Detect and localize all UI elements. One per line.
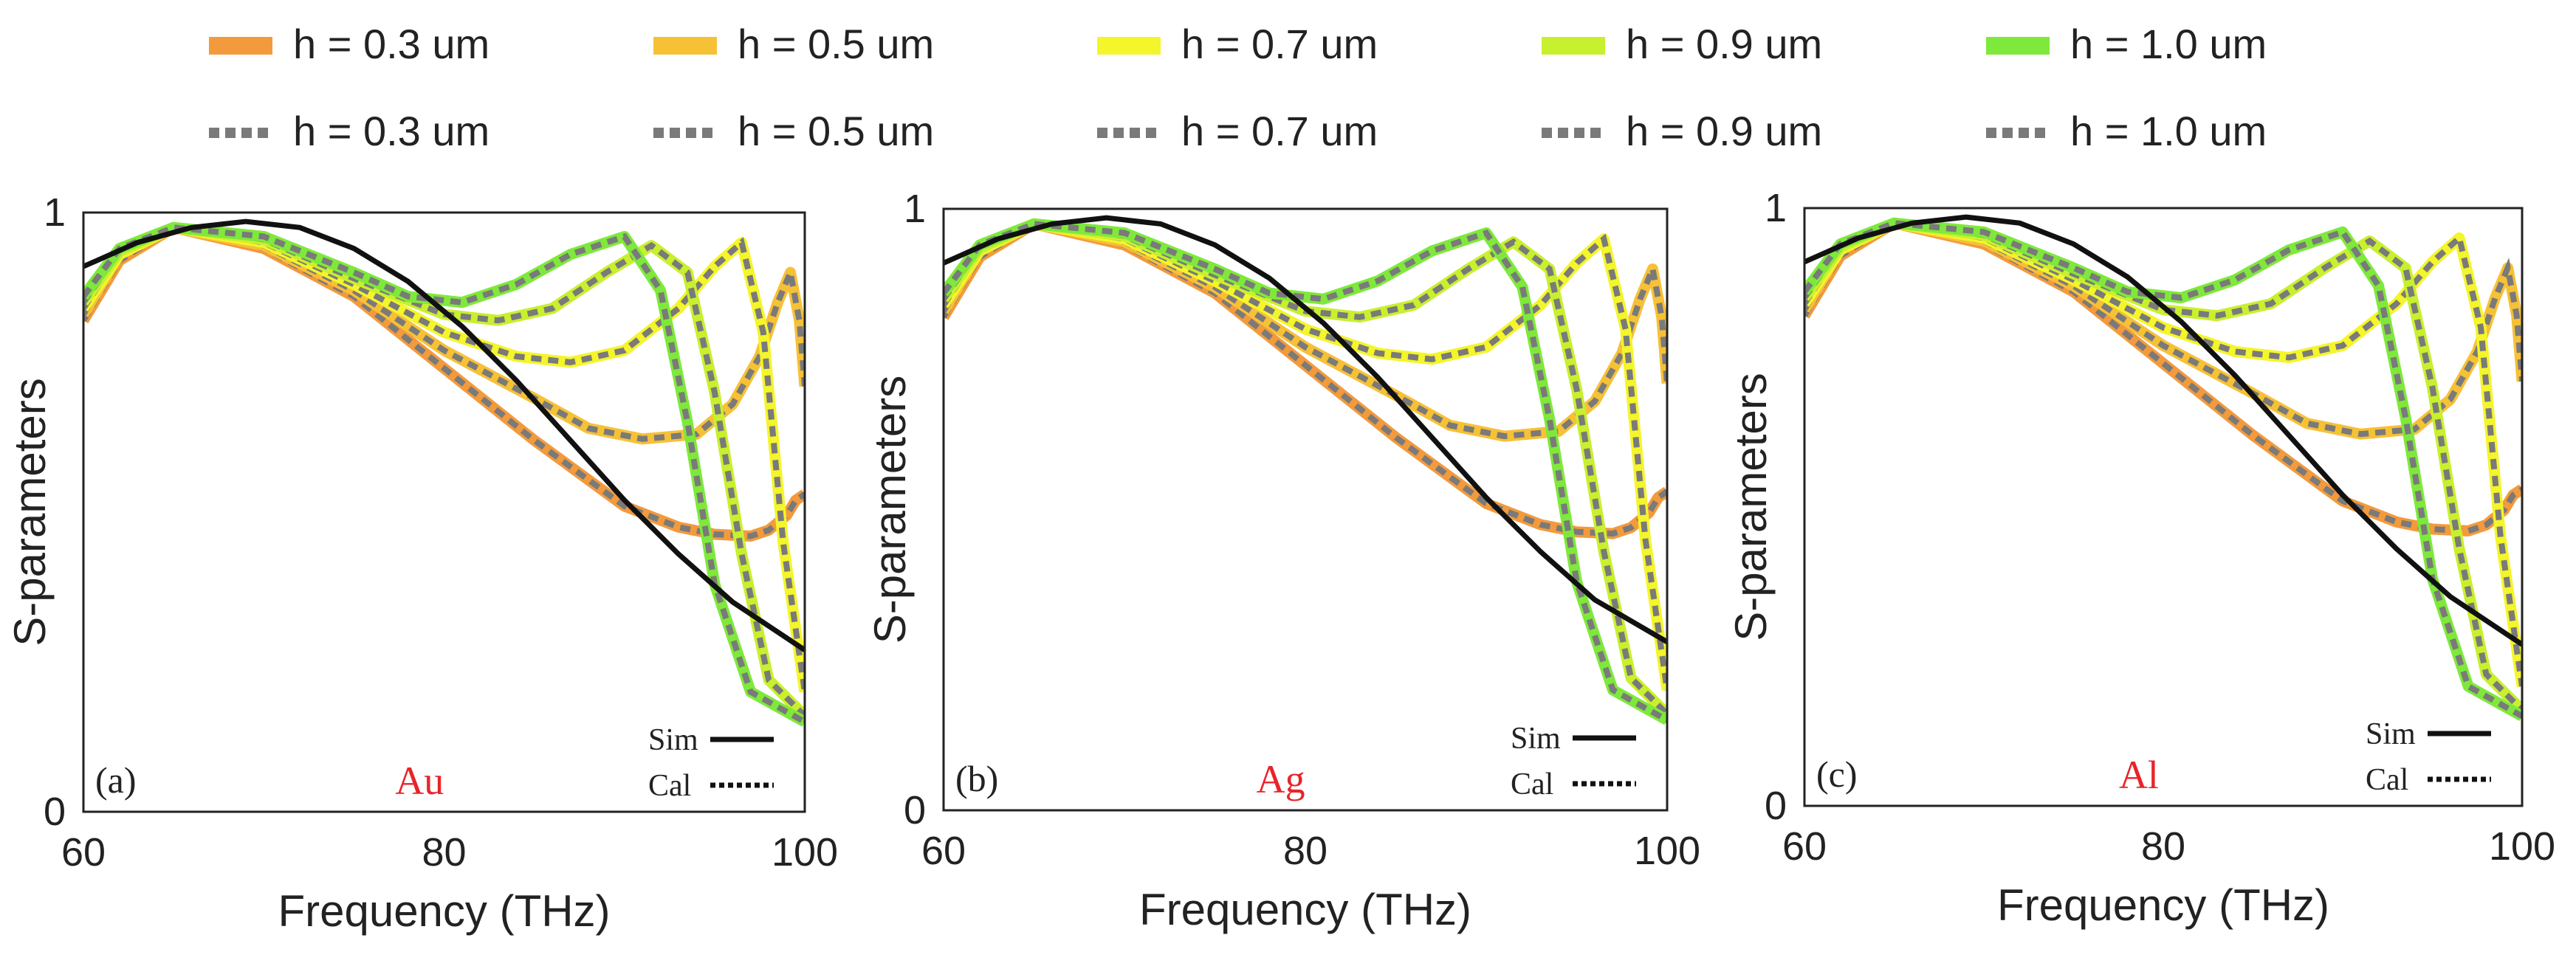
x-tick-label: 100 bbox=[1634, 829, 1700, 873]
chart-panel-au: 60 80 100 0 1 Frequency (THz) S-parameters (a) A… bbox=[5, 190, 838, 936]
plot-area bbox=[83, 218, 805, 727]
inset-legend: Sim Cal bbox=[2366, 717, 2491, 797]
x-tick-label: 60 bbox=[1782, 824, 1827, 869]
inset-legend-cal-label: Cal bbox=[1511, 767, 1553, 801]
top-legend: h = 0.3 um h = 0.5 um h = 0.7 um h = 0.9 um… bbox=[209, 21, 2267, 154]
legend-label: h = 0.7 um bbox=[1181, 21, 1378, 67]
legend-entry: h = 1.0 um bbox=[1986, 108, 2267, 154]
axes-frame bbox=[1803, 207, 2524, 807]
series-line-sim bbox=[944, 215, 1667, 644]
y-tick-label: 1 bbox=[1765, 186, 1787, 230]
x-tick-label: 100 bbox=[772, 830, 838, 874]
x-tick-label: 80 bbox=[422, 830, 466, 874]
legend-entry: h = 0.3 um bbox=[209, 21, 490, 67]
material-label: Al bbox=[2119, 753, 2159, 797]
series-line-cal-h bbox=[944, 221, 1667, 723]
axes-frame bbox=[942, 207, 1669, 812]
y-axis-label: S-parameters bbox=[5, 378, 55, 646]
plot-area bbox=[944, 215, 1667, 725]
legend-entry: h = 0.5 um bbox=[653, 21, 934, 67]
inset-legend: Sim Cal bbox=[648, 723, 774, 803]
legend-label: h = 0.9 um bbox=[1626, 108, 1822, 154]
legend-entry: h = 0.5 um bbox=[653, 108, 934, 154]
legend-label: h = 0.5 um bbox=[738, 21, 934, 67]
legend-entry: h = 0.7 um bbox=[1097, 108, 1378, 154]
panel-label: (c) bbox=[1816, 753, 1858, 795]
inset-legend: Sim Cal bbox=[1511, 722, 1636, 801]
chart-panel-ag: 60 80 100 0 1 Frequency (THz) S-parameters (b) A… bbox=[865, 187, 1700, 934]
inset-legend-sim-label: Sim bbox=[648, 723, 698, 757]
legend-label: h = 0.3 um bbox=[293, 108, 490, 154]
y-tick-label: 1 bbox=[44, 190, 66, 235]
x-tick-label: 100 bbox=[2489, 824, 2555, 869]
inset-legend-sim-label: Sim bbox=[2366, 717, 2416, 751]
y-tick-label: 1 bbox=[904, 187, 926, 231]
y-tick-label: 0 bbox=[44, 790, 66, 834]
inset-legend-cal-label: Cal bbox=[2366, 763, 2408, 797]
y-axis-label: S-parameters bbox=[865, 376, 915, 644]
material-label: Ag bbox=[1257, 757, 1305, 801]
panel-label: (b) bbox=[955, 758, 998, 799]
series-line-cal-h bbox=[944, 221, 1667, 717]
x-tick-label: 80 bbox=[1283, 829, 1328, 873]
series-line-cal-h bbox=[1804, 220, 2522, 719]
legend-label: h = 1.0 um bbox=[2070, 108, 2267, 154]
series-line-sim bbox=[83, 218, 805, 652]
y-tick-label: 0 bbox=[1765, 784, 1787, 828]
x-tick-label: 80 bbox=[2141, 824, 2185, 869]
chart-panel-al: 60 80 100 0 1 Frequency (THz) S-parameters (c) A… bbox=[1726, 186, 2555, 930]
legend-label: h = 0.5 um bbox=[738, 108, 934, 154]
legend-label: h = 0.7 um bbox=[1181, 108, 1378, 154]
y-axis-label: S-parameters bbox=[1726, 373, 1776, 641]
inset-legend-cal-label: Cal bbox=[648, 769, 691, 803]
series-line-sim bbox=[1804, 214, 2522, 647]
legend-entry: h = 0.9 um bbox=[1542, 21, 1822, 67]
legend-entry: h = 0.3 um bbox=[209, 108, 490, 154]
legend-entry: h = 0.9 um bbox=[1542, 108, 1822, 154]
panel-label: (a) bbox=[95, 759, 137, 801]
x-tick-label: 60 bbox=[921, 829, 966, 873]
legend-label: h = 1.0 um bbox=[2070, 21, 2267, 67]
series-line-cal-h bbox=[83, 224, 805, 718]
x-axis-label: Frequency (THz) bbox=[1139, 885, 1471, 934]
legend-label: h = 0.9 um bbox=[1626, 21, 1822, 67]
legend-label: h = 0.3 um bbox=[293, 21, 490, 67]
legend-entry: h = 0.7 um bbox=[1097, 21, 1378, 67]
legend-entry: h = 1.0 um bbox=[1986, 21, 2267, 67]
y-tick-label: 0 bbox=[904, 788, 926, 832]
series-line-cal-h bbox=[1804, 220, 2522, 713]
inset-legend-sim-label: Sim bbox=[1511, 722, 1561, 756]
series-line-cal-h bbox=[83, 224, 805, 725]
material-label: Au bbox=[395, 759, 444, 803]
x-tick-label: 60 bbox=[61, 830, 106, 874]
axes-frame bbox=[82, 211, 806, 813]
x-axis-label: Frequency (THz) bbox=[1997, 880, 2329, 930]
plot-area bbox=[1804, 214, 2522, 722]
x-axis-label: Frequency (THz) bbox=[278, 886, 610, 936]
